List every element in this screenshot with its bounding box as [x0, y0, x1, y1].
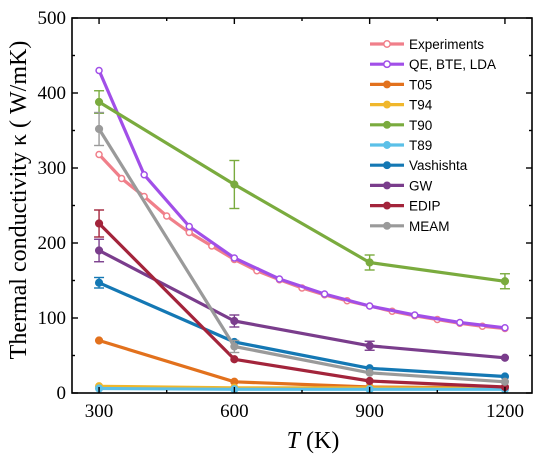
- series-line: [99, 386, 505, 391]
- legend-item: T05: [370, 77, 432, 92]
- data-point: [94, 246, 104, 255]
- x-tick-label: 900: [355, 401, 384, 422]
- data-point: [456, 318, 464, 327]
- legend-label: T90: [409, 118, 432, 133]
- series-line: [97, 222, 505, 389]
- data-point: [501, 324, 509, 332]
- legend-marker: [383, 40, 391, 48]
- data-point: [94, 278, 104, 287]
- series-edip: [94, 209, 510, 392]
- data-point: [94, 97, 104, 107]
- series-vashishta: [94, 276, 510, 381]
- x-axis-title: T (K): [287, 428, 340, 454]
- legend-item: Vashishta: [370, 158, 468, 173]
- legend-label: T94: [409, 98, 433, 113]
- x-tick-label: 1200: [486, 401, 524, 422]
- series-t90: [94, 90, 510, 290]
- legend-marker: [383, 141, 391, 149]
- series-gw: [94, 238, 510, 362]
- legend-marker: [383, 120, 391, 129]
- legend-label: Vashishta: [409, 158, 468, 173]
- data-point: [365, 258, 374, 267]
- legend-item: EDIP: [370, 199, 441, 214]
- data-point: [410, 311, 419, 319]
- legend-label: QE, BTE, LDA: [409, 57, 496, 72]
- legend-marker: [383, 221, 391, 230]
- data-point: [95, 150, 103, 159]
- data-point: [94, 336, 104, 345]
- data-point: [500, 377, 510, 386]
- legend-label: T89: [409, 138, 432, 153]
- legend: Experiments QE, BTE, LDA T05 T94 T90 T89 Vashi…: [370, 37, 496, 234]
- legend-marker: [383, 201, 391, 210]
- data-point: [94, 124, 104, 134]
- data-point: [230, 316, 239, 326]
- data-point: [185, 222, 194, 231]
- series-line: [98, 100, 506, 283]
- x-tick-label: 600: [220, 401, 249, 422]
- data-point: [185, 228, 194, 237]
- x-tick-label: 300: [85, 401, 114, 422]
- data-point: [365, 341, 374, 350]
- data-point: [94, 219, 104, 228]
- legend-item: QE, BTE, LDA: [370, 57, 496, 72]
- data-point: [117, 174, 126, 183]
- legend-item: T94: [370, 98, 433, 113]
- y-tick-label: 500: [38, 8, 67, 29]
- y-tick-label: 300: [38, 158, 67, 179]
- data-point: [365, 302, 374, 310]
- data-point: [365, 376, 374, 386]
- legend-item: T89: [370, 138, 432, 153]
- data-point: [230, 342, 239, 351]
- legend-label: GW: [409, 178, 433, 193]
- data-point: [275, 275, 284, 283]
- data-point: [95, 66, 103, 75]
- legend-label: Experiments: [409, 37, 484, 52]
- y-axis-title: Thermal conductivity κ ( W/mK): [6, 41, 32, 360]
- data-point: [230, 254, 239, 262]
- y-tick-label: 100: [38, 308, 67, 329]
- series-line: [97, 69, 506, 330]
- data-point: [500, 353, 510, 362]
- series-line: [98, 281, 505, 379]
- legend-label: EDIP: [409, 199, 441, 214]
- legend-marker: [383, 80, 391, 89]
- legend-item: GW: [370, 178, 433, 193]
- legend-label: MEAM: [409, 219, 450, 234]
- data-point: [140, 171, 148, 179]
- y-tick-label: 400: [38, 83, 67, 104]
- y-tick-label: 200: [38, 233, 67, 254]
- svg-text:Thermal conductivity κ ( W/mK): Thermal conductivity κ ( W/mK): [6, 41, 32, 360]
- series-qe-bte-lda: [95, 66, 509, 332]
- legend-item: Experiments: [370, 37, 484, 52]
- series-line: [98, 338, 505, 390]
- data-point: [230, 355, 239, 364]
- data-point: [162, 212, 171, 220]
- series-line: [97, 128, 506, 384]
- legend-marker: [383, 100, 391, 109]
- data-point: [230, 180, 239, 189]
- legend-marker: [383, 181, 391, 190]
- series-line: [97, 153, 506, 331]
- series-line: [98, 249, 506, 360]
- legend-marker: [383, 60, 391, 69]
- legend-label: T05: [409, 77, 432, 92]
- data-point: [320, 290, 329, 298]
- legend-marker: [383, 161, 391, 170]
- data-point: [365, 368, 374, 377]
- legend-item: MEAM: [370, 219, 450, 234]
- series-meam: [94, 111, 510, 386]
- data-point: [500, 277, 510, 286]
- y-tick-label: 0: [57, 383, 67, 404]
- plot-frame: [71, 17, 533, 394]
- series-experiments: [95, 150, 509, 333]
- legend-item: T90: [370, 118, 432, 133]
